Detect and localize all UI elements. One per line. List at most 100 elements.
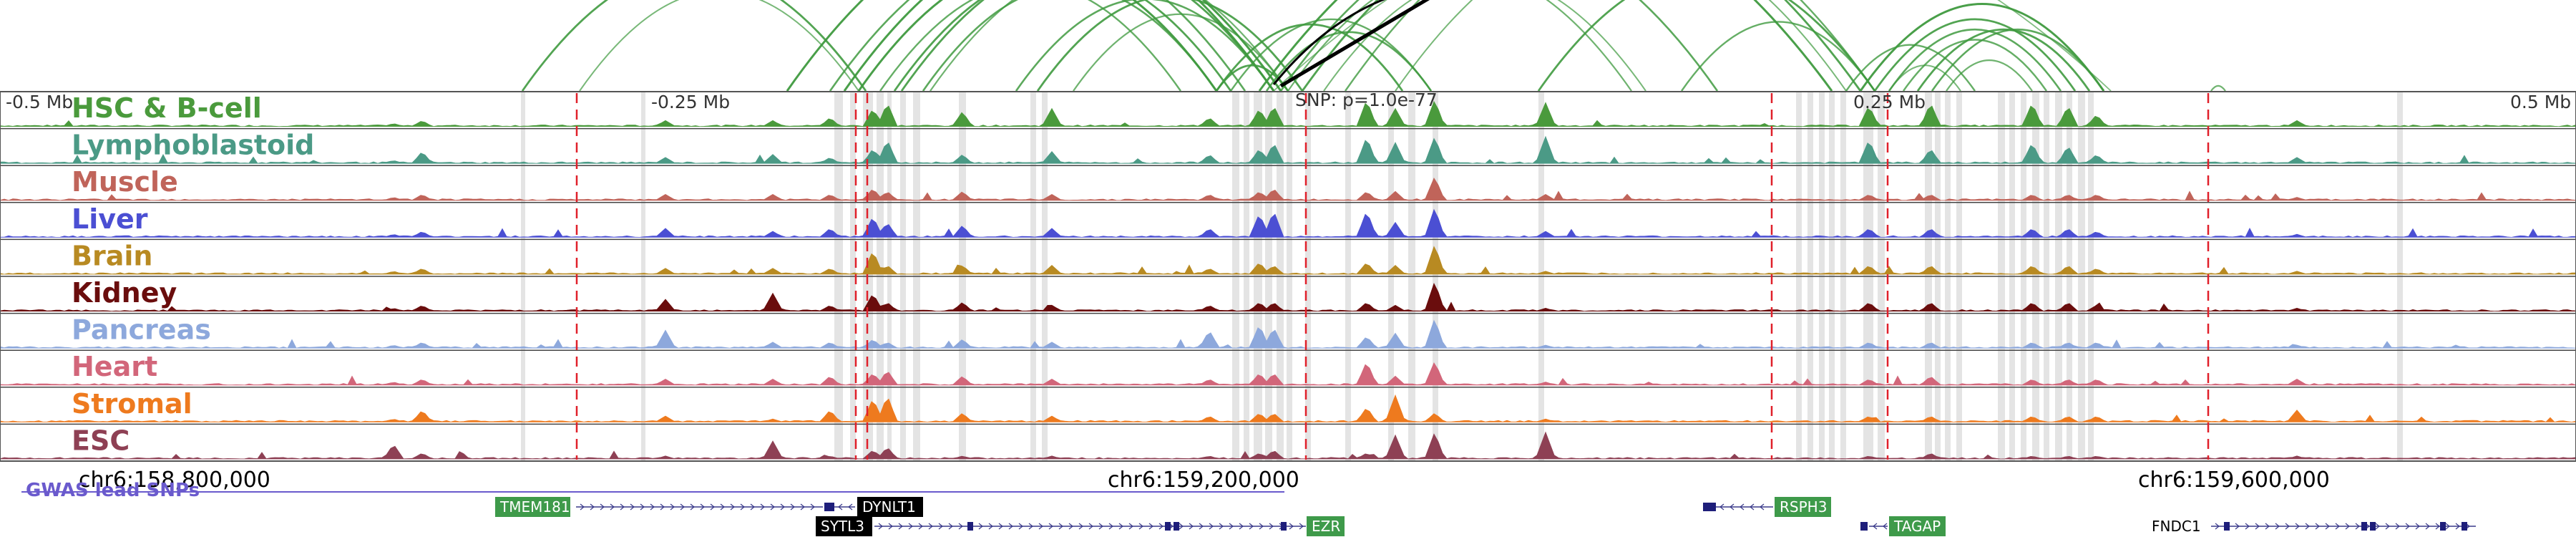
strand-arrow [810, 503, 815, 511]
loop-arc [579, 0, 859, 92]
loop-arc [1859, 3, 2105, 92]
gene-label-box [1307, 516, 1345, 536]
highlighted-loop-arc [1272, 0, 1385, 85]
strand-arrow [2455, 523, 2460, 530]
strand-arrow [1209, 523, 1214, 530]
exon [1165, 522, 1171, 531]
loop-arc [1888, 29, 2062, 92]
strand-arrow [790, 503, 795, 511]
signal-track-3 [0, 208, 2576, 238]
exon [1860, 522, 1868, 531]
strand-arrow [800, 503, 805, 511]
signal-track-8 [0, 394, 2576, 422]
strand-arrow [1158, 523, 1163, 530]
strand-arrow [2265, 523, 2270, 530]
strand-arrow [650, 503, 655, 511]
strand-arrow [888, 523, 893, 530]
gene-label-sytl3: SYTL3 [821, 518, 864, 535]
strand-arrow [2305, 523, 2310, 530]
strand-arrow [1108, 523, 1113, 530]
strand-arrow [700, 503, 705, 511]
strand-arrow [928, 523, 933, 530]
strand-arrow [670, 503, 675, 511]
tracks-frame [0, 91, 2576, 462]
strand-arrow [1259, 523, 1264, 530]
loop-arc [1931, 29, 2105, 92]
gene-label-ezr: EZR [1312, 518, 1340, 535]
strand-arrow [2375, 523, 2380, 530]
signal-track-0 [0, 100, 2576, 127]
strand-arrow [1873, 523, 1878, 530]
strand-arrow [1018, 523, 1023, 530]
strand-arrow [2415, 523, 2420, 530]
track-label-4: Brain [72, 240, 152, 271]
strand-arrow [2295, 523, 2300, 530]
exon [2462, 522, 2467, 531]
axis-label-left: -0.5 Mb [6, 92, 73, 112]
loop-arc [1681, 21, 1875, 92]
strand-arrow [580, 503, 585, 511]
strand-arrow [938, 523, 943, 530]
exon [2440, 522, 2446, 531]
strand-arrow [590, 503, 595, 511]
strand-arrow [918, 523, 923, 530]
loop-arc [857, 0, 1218, 92]
coord-label-3: chr6:159,600,000 [2138, 468, 2330, 493]
track-label-6: Pancreas [72, 314, 211, 346]
loop-arc [879, 0, 1181, 92]
strand-arrow [1128, 523, 1133, 530]
strand-arrow [2215, 523, 2220, 530]
gene-label-dynlt1: DYNLT1 [862, 498, 916, 516]
strand-arrow [720, 503, 725, 511]
strand-arrow [1760, 503, 1765, 511]
strand-arrow [620, 503, 625, 511]
strand-arrow [2285, 523, 2290, 530]
loop-arc [1323, 0, 1646, 92]
strand-arrow [1750, 503, 1755, 511]
strand-arrow [2255, 523, 2260, 530]
loop-arc [1916, 29, 2091, 92]
strand-arrow [1179, 523, 1184, 530]
strand-arrow [1028, 523, 1033, 530]
strand-arrow [2235, 523, 2240, 530]
loop-arc [2210, 84, 2226, 92]
exon [2361, 522, 2367, 531]
strand-arrow [690, 503, 695, 511]
track-label-8: Stromal [72, 388, 192, 420]
loop-arc [1301, 0, 1862, 92]
strand-arrow [948, 523, 953, 530]
gene-annotations: TMEM181 DYNLT1 RSPH3 SYTL3 EZR TAGAP FNDC1 [495, 497, 2476, 536]
strand-arrow [848, 503, 853, 511]
loop-arc [521, 0, 867, 92]
track-label-1: Lymphoblastoid [72, 130, 314, 161]
strand-arrow [2355, 523, 2360, 530]
highlighted-loop-arc [1279, 0, 1430, 88]
strand-arrow [1219, 523, 1224, 530]
strand-arrow [2435, 523, 2440, 530]
chromatin-loop-arcs [521, 0, 2226, 92]
strand-arrow [2325, 523, 2330, 530]
strand-arrow [2245, 523, 2250, 530]
strand-arrow [2395, 523, 2400, 530]
strand-arrow [2335, 523, 2340, 530]
strand-arrow [1058, 523, 1063, 530]
strand-arrow [1740, 503, 1745, 511]
loop-arc [1279, 0, 1719, 92]
exon [2370, 522, 2376, 531]
loop-arc [922, 0, 1218, 92]
loop-arc [1845, 44, 1976, 92]
signal-track-2 [0, 178, 2576, 201]
loop-arc [1215, 64, 1289, 92]
exon [967, 522, 973, 531]
strand-arrow [770, 503, 775, 511]
strand-arrow [908, 523, 913, 530]
strand-arrow [1249, 523, 1254, 530]
strand-arrow [1148, 523, 1153, 530]
strand-arrow [1048, 523, 1053, 530]
gene-label-box [857, 497, 923, 517]
track-labels: HSC & B-cell Lymphoblastoid Muscle Liver Bra… [72, 92, 314, 456]
strand-arrow [878, 523, 883, 530]
strand-arrow [898, 523, 903, 530]
signal-track-7 [0, 362, 2576, 386]
